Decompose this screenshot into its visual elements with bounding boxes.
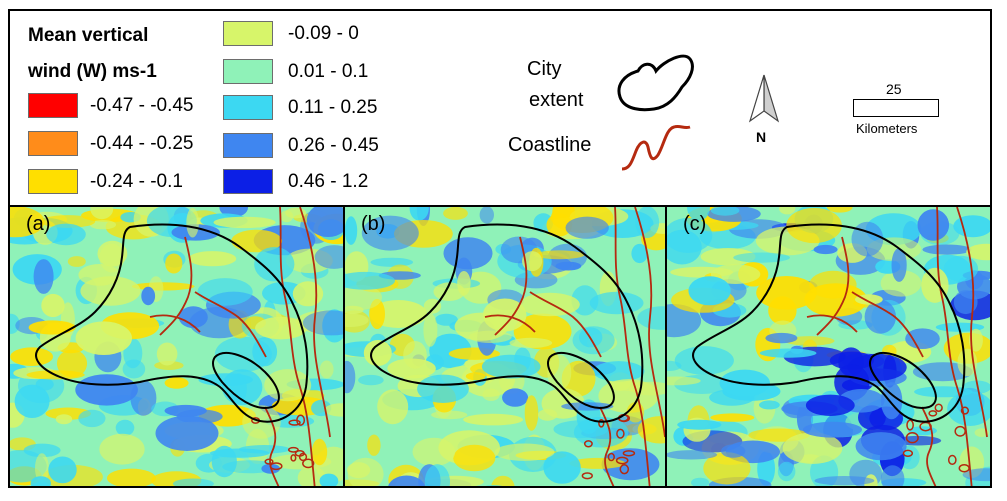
city-extent-symbol — [617, 54, 694, 112]
legend-label: -0.09 - 0 — [288, 23, 359, 44]
legend-area: Mean vertical wind (W) ms-1 -0.47 - -0.4… — [10, 11, 990, 207]
panel-label-a: (a) — [26, 213, 51, 235]
north-label: N — [756, 129, 767, 145]
legend-swatch — [223, 169, 273, 194]
figure-frame: Mean vertical wind (W) ms-1 -0.47 - -0.4… — [8, 9, 992, 488]
legend-label: -0.47 - -0.45 — [90, 95, 194, 116]
legend-swatch — [28, 93, 78, 118]
scale-unit: Kilometers — [856, 121, 918, 136]
scale-value: 25 — [886, 81, 902, 97]
legend-label: -0.44 - -0.25 — [90, 133, 194, 154]
legend-swatch — [223, 95, 273, 120]
legend-label: 0.46 - 1.2 — [288, 171, 369, 192]
legend-swatch — [223, 133, 273, 158]
map-panels: (a) (b) (c) — [10, 207, 990, 486]
legend-swatch — [28, 131, 78, 156]
scale-bar — [853, 99, 939, 117]
north-arrow-icon — [748, 74, 780, 123]
coastline-symbol — [621, 124, 691, 171]
panel-label-b: (b) — [361, 213, 386, 235]
city-extent-label-line2: extent — [529, 89, 584, 111]
legend-label: 0.01 - 0.1 — [288, 61, 369, 82]
legend-swatch — [223, 59, 273, 84]
wind-map-b — [345, 207, 665, 486]
coastline-label: Coastline — [508, 134, 592, 156]
legend-title-line2: wind (W) ms-1 — [28, 61, 157, 82]
panel-divider — [665, 207, 667, 486]
wind-map-c — [667, 207, 990, 486]
panel-divider — [343, 207, 345, 486]
legend-swatch — [28, 169, 78, 194]
legend-title-line1: Mean vertical — [28, 25, 149, 46]
legend-label: -0.24 - -0.1 — [90, 171, 183, 192]
legend-label: 0.26 - 0.45 — [288, 135, 379, 156]
map-panel-a: (a) — [10, 207, 343, 486]
legend-label: 0.11 - 0.25 — [288, 97, 378, 118]
map-panel-c: (c) — [667, 207, 990, 486]
map-panel-b: (b) — [345, 207, 665, 486]
city-extent-label-line1: City — [527, 58, 562, 80]
panel-label-c: (c) — [683, 213, 707, 235]
wind-map-a — [10, 207, 343, 486]
legend-swatch — [223, 21, 273, 46]
